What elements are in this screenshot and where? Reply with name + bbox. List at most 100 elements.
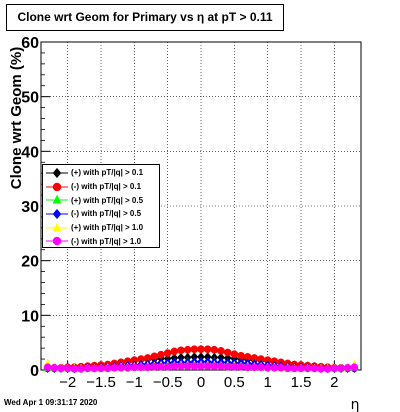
y-tick-label: 40 [21, 144, 39, 161]
legend-label: (-) with pT/|q| > 1.0 [71, 236, 142, 246]
legend-marker [43, 181, 71, 193]
data-point [163, 362, 172, 371]
data-point [263, 363, 272, 372]
data-point [237, 362, 245, 371]
x-tick-label: −1.5 [86, 374, 116, 391]
data-point [257, 363, 265, 372]
data-point [170, 347, 179, 356]
data-point [77, 365, 85, 373]
legend-entry: (+) with pT/|q| > 1.0 [43, 221, 159, 235]
data-point [250, 363, 259, 372]
data-point [103, 364, 112, 373]
x-axis-label: η [351, 397, 360, 412]
data-point [137, 363, 145, 372]
y-tick-label: 20 [21, 254, 39, 271]
data-point [150, 362, 159, 371]
data-point [323, 365, 332, 373]
legend-entry: (-) with pT/|q| > 0.1 [43, 180, 159, 194]
data-point [183, 345, 192, 354]
data-point [330, 364, 339, 373]
x-tick-label: 0 [197, 374, 205, 391]
legend-marker [43, 222, 71, 234]
data-point [183, 362, 192, 371]
timestamp-footer: Wed Apr 1 09:31:17 2020 [4, 398, 98, 407]
legend-entry: (+) with pT/|q| > 0.5 [43, 193, 159, 207]
grid-lines [41, 41, 361, 371]
data-point [70, 365, 79, 373]
data-point [43, 363, 52, 372]
legend-marker-shape [52, 222, 62, 232]
legend-marker-shape [52, 194, 62, 204]
y-tick-label: 30 [21, 199, 39, 216]
data-point [190, 345, 199, 354]
data-point [190, 362, 199, 371]
data-point [203, 345, 212, 354]
legend-marker [43, 208, 71, 220]
data-point [317, 365, 325, 373]
data-point [143, 363, 152, 372]
data-point [203, 362, 212, 371]
y-tick-label: 0 [30, 363, 39, 380]
data-point [350, 363, 359, 372]
data-point [177, 362, 185, 371]
data-point [303, 364, 312, 373]
data-point [157, 350, 165, 359]
data-point [277, 363, 285, 372]
series-6 [43, 362, 359, 373]
data-point [97, 364, 105, 373]
data-point [223, 348, 232, 357]
x-tick-label: 1 [263, 374, 271, 391]
data-point [177, 346, 185, 355]
data-point [130, 363, 139, 372]
legend: (+) with pT/|q| > 0.1 (-) with pT/|q| > 0… [42, 164, 160, 248]
data-point [290, 364, 299, 373]
data-point [123, 363, 132, 372]
data-point [223, 362, 232, 371]
data-point [310, 364, 319, 373]
data-point [90, 364, 99, 373]
data-series [43, 345, 359, 374]
data-point [197, 362, 205, 371]
data-point [157, 362, 165, 371]
data-point [117, 363, 125, 372]
y-tick-label: 60 [21, 35, 39, 52]
x-tick-label: 1.5 [291, 374, 312, 391]
x-tick-label: 2 [330, 374, 338, 391]
legend-marker [43, 167, 71, 179]
data-point [210, 345, 219, 354]
y-axis-label: Clone wrt Geom (%) [8, 47, 25, 190]
legend-marker-shape [52, 237, 62, 246]
data-point [197, 345, 205, 354]
data-point [343, 363, 352, 372]
data-point [337, 364, 345, 373]
data-point [57, 364, 65, 373]
x-tick-label: 0.5 [224, 374, 245, 391]
legend-label: (+) with pT/|q| > 1.0 [71, 223, 144, 233]
data-point [50, 363, 59, 372]
legend-entry: (-) with pT/|q| > 0.5 [43, 207, 159, 221]
legend-label: (-) with pT/|q| > 0.1 [71, 182, 142, 192]
legend-marker-shape [52, 167, 62, 179]
data-point [283, 364, 292, 373]
legend-entry: (-) with pT/|q| > 1.0 [43, 234, 159, 248]
legend-label: (+) with pT/|q| > 0.1 [71, 168, 144, 178]
data-point [270, 363, 279, 372]
legend-marker [43, 235, 71, 247]
data-point [217, 362, 225, 371]
legend-marker [43, 194, 71, 206]
data-point [63, 364, 72, 373]
data-point [83, 364, 92, 373]
data-point [230, 350, 239, 358]
legend-label: (-) with pT/|q| > 0.5 [71, 209, 142, 219]
data-point [297, 364, 305, 373]
data-point [163, 349, 172, 357]
legend-entry: (+) with pT/|q| > 0.1 [43, 166, 159, 180]
data-point [243, 363, 252, 372]
x-tick-label: −1 [126, 374, 143, 391]
y-tick-label: 10 [21, 308, 39, 325]
data-point [210, 362, 219, 371]
data-point [217, 347, 225, 355]
data-point [110, 363, 119, 372]
legend-label: (+) with pT/|q| > 0.5 [71, 195, 144, 205]
